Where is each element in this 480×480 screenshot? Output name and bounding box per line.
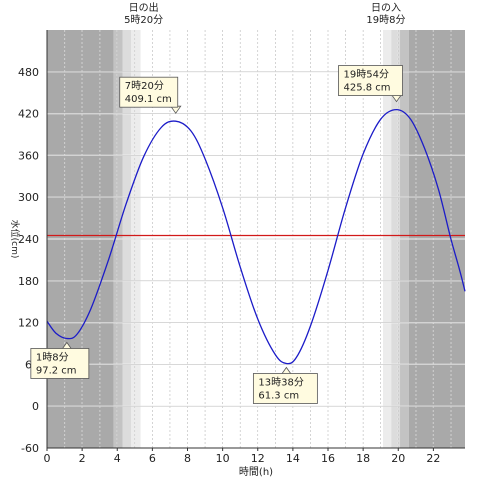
y-tick-label: 240 — [18, 233, 39, 246]
annotation-time: 1時8分 — [36, 351, 69, 363]
y-tick-label: -60 — [21, 442, 39, 455]
tick-labels: -600601201802403003604204800246810121416… — [18, 66, 440, 465]
x-tick-label: 18 — [356, 452, 370, 465]
x-tick-label: 16 — [321, 452, 335, 465]
y-tick-label: 300 — [18, 191, 39, 204]
y-tick-label: 420 — [18, 108, 39, 121]
x-tick-label: 12 — [251, 452, 265, 465]
x-tick-label: 6 — [149, 452, 156, 465]
sunrise-label: 日の出 — [129, 1, 159, 14]
annotations: 1時8分 97.2 cm 7時20分 409.1 cm 13時38分 61.3 cm 19時… — [30, 65, 403, 404]
y-tick-label: 180 — [18, 275, 39, 288]
callout-box — [252, 373, 318, 404]
series-group — [46, 108, 466, 365]
y-tick-label: 360 — [18, 149, 39, 162]
x-tick-label: 10 — [216, 452, 230, 465]
annotation-callout: 19時54分 425.8 cm — [338, 65, 403, 103]
x-tick-label: 4 — [114, 452, 121, 465]
annotation-callout: 7時20分 409.1 cm — [119, 76, 182, 114]
sunset-label: 日の入 — [371, 3, 401, 14]
sunset-time: 19時8分 — [366, 14, 405, 26]
annotation-time: 13時38分 — [258, 376, 303, 388]
x-axis-label: 時間(h) — [239, 466, 273, 478]
annotation-level: 425.8 cm — [344, 83, 391, 94]
callout-box — [30, 348, 90, 379]
annotation-time: 7時20分 — [125, 80, 164, 92]
annotation-time: 19時54分 — [344, 69, 389, 81]
y-axis-label: 水位(cm) — [9, 220, 21, 259]
tide-series-line — [46, 108, 466, 365]
annotation-level: 409.1 cm — [125, 94, 172, 105]
y-tick-label: 0 — [32, 400, 39, 413]
annotation-callout: 13時38分 61.3 cm — [252, 366, 318, 404]
annotation-level: 61.3 cm — [258, 390, 299, 401]
sunrise-time: 5時20分 — [124, 14, 163, 26]
x-tick-label: 22 — [426, 452, 440, 465]
x-tick-label: 0 — [44, 452, 51, 465]
x-tick-label: 14 — [286, 452, 300, 465]
x-tick-label: 20 — [391, 452, 405, 465]
x-tick-label: 8 — [184, 452, 191, 465]
x-tick-label: 2 — [79, 452, 86, 465]
y-tick-label: 480 — [18, 66, 39, 79]
annotation-callout: 1時8分 97.2 cm — [30, 341, 90, 379]
callout-box — [119, 76, 179, 108]
sun-labels: 日の出 5時20分 日の入 19時8分 — [124, 1, 405, 26]
y-tick-label: 120 — [18, 317, 39, 330]
annotation-level: 97.2 cm — [36, 365, 77, 376]
callout-box — [338, 65, 403, 96]
